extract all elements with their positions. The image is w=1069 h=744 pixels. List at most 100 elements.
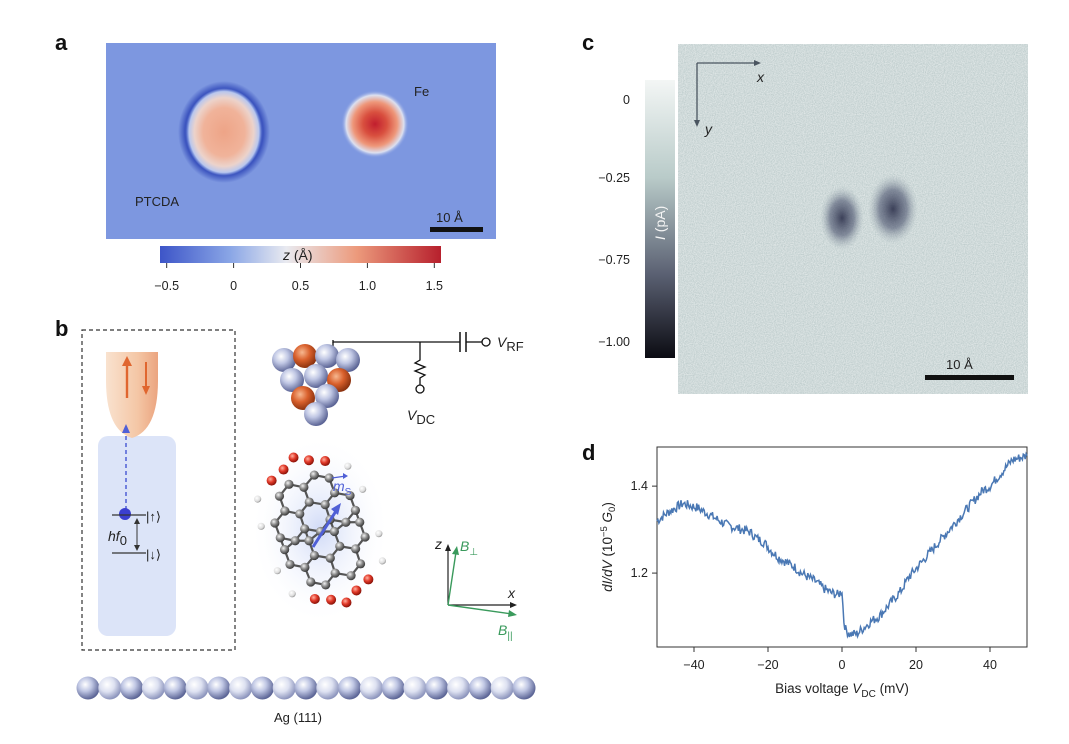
colorbar-a-ticks: −0.5 0 0.5 1.0 1.5 <box>154 263 443 293</box>
ag-substrate-atoms <box>76 676 536 700</box>
colorbar-a-tick-label: 1.5 <box>426 279 443 293</box>
inset-box <box>81 329 236 651</box>
ag-atom <box>185 676 209 700</box>
ag-atom <box>381 676 405 700</box>
colorbar-c-tick-label: −1.00 <box>598 335 630 349</box>
hydrogen-atom <box>254 495 262 503</box>
oxygen-atom <box>363 574 374 585</box>
carbon-atom <box>299 482 309 492</box>
x-tick-label: 40 <box>983 658 997 672</box>
signal-blob-right <box>868 174 918 244</box>
fe-atom-blob <box>341 90 409 158</box>
ag-atom <box>447 676 471 700</box>
oxygen-atom <box>266 475 277 486</box>
hf-gap-arrowhead-up <box>134 518 140 524</box>
carbon-atom <box>341 517 351 527</box>
colorbar-c-ticks: 0 −0.25 −0.75 −1.00 <box>598 93 630 349</box>
carbon-atom <box>295 509 305 519</box>
axis-z-label: z <box>434 536 442 552</box>
tip-spin-up-arrowhead <box>122 356 132 366</box>
spin-down-label: |↓⟩ <box>146 547 161 562</box>
map-axis-y-head <box>694 120 700 127</box>
map-axis-x-label: x <box>756 69 765 85</box>
carbon-atom <box>324 473 334 483</box>
panel-a: a Fe PTCDA 10 Å z (Å) −0.5 0 0.5 1.0 1.5 <box>55 30 496 293</box>
ms-vector <box>311 507 340 548</box>
carbon-atom <box>335 541 345 551</box>
carbon-atom <box>284 479 294 489</box>
ag-atom <box>512 676 536 700</box>
panel-label-a: a <box>55 30 68 55</box>
b-par-label: B|| <box>498 622 513 642</box>
field-axes <box>445 544 517 617</box>
scale-bar-c <box>925 375 1014 380</box>
ag-atom <box>468 676 492 700</box>
carbon-atom <box>321 580 331 590</box>
hydrogen-atom <box>378 557 386 565</box>
carbon-atom <box>285 559 295 570</box>
scale-bar-label-a: 10 Å <box>436 210 463 225</box>
electron <box>119 508 131 520</box>
oxygen-atom <box>351 585 362 596</box>
inductor <box>413 342 427 385</box>
colorbar-c-label: I (pA) <box>652 206 668 240</box>
oxygen-atom <box>309 593 320 604</box>
ag-atom <box>425 676 449 700</box>
carbon-atom <box>304 536 314 546</box>
colorbar-c-tick-label: 0 <box>623 93 630 107</box>
x-tick-label: −20 <box>757 658 778 672</box>
colorbar-a-tick-label: 0 <box>230 279 237 293</box>
carbon-atom <box>279 545 290 555</box>
ag-atom <box>250 676 274 700</box>
y-axis-label: dI/dV (10−5 G0) <box>599 502 618 592</box>
tip-cluster <box>272 344 360 426</box>
hydrogen-atom <box>359 485 367 493</box>
x-tick-label: −40 <box>683 658 704 672</box>
ag-atom <box>338 676 362 700</box>
colorbar-c-tick-label: −0.75 <box>598 253 630 267</box>
carbon-atom <box>306 577 316 587</box>
carbon-atom <box>355 559 366 569</box>
v-rf-label: VRF <box>497 334 524 354</box>
didv-chart: −40 −20 0 20 40 1.2 1.4 Bias voltage VDC (mV) dI… <box>599 446 1028 700</box>
panel-label-d: d <box>582 440 595 465</box>
map-axis-y-label: y <box>704 121 713 137</box>
current-map <box>678 44 1028 394</box>
hydrogen-atom <box>273 567 281 575</box>
axis-x-label: x <box>507 585 516 601</box>
carbon-atom <box>300 562 310 572</box>
panel-b: b |↑⟩ |↓⟩ hf0 VRF VDC <box>55 316 536 725</box>
map-axis-x-head <box>754 60 761 66</box>
carbon-atom <box>329 526 339 537</box>
oxygen-atom <box>288 452 299 463</box>
ag-atom <box>120 676 144 700</box>
x-tick-label: 0 <box>839 658 846 672</box>
tunneling-arrowhead <box>122 424 130 433</box>
carbon-atom <box>280 506 290 516</box>
scale-bar-a <box>430 227 483 232</box>
chart-frame <box>656 446 1028 648</box>
ag-atom <box>316 676 340 700</box>
carbon-atom <box>350 505 361 515</box>
panel-d: d −40 −20 0 20 40 1.2 1.4 Bias voltage VDC (mV)… <box>582 440 1028 700</box>
ag-atom <box>403 676 427 700</box>
hydrogen-atom <box>344 462 352 470</box>
ag-atom <box>294 676 318 700</box>
oxygen-atom <box>278 464 289 475</box>
ptcda-label: PTCDA <box>135 194 179 209</box>
carbon-atom <box>351 544 361 554</box>
v-dc-label: VDC <box>407 407 435 427</box>
carbon-atom <box>320 500 330 510</box>
carbon-atom <box>309 550 320 561</box>
colorbar-a <box>160 246 441 263</box>
scale-bar-label-c: 10 Å <box>946 357 973 372</box>
colorbar-a-label: z (Å) <box>282 247 313 263</box>
panel-label-c: c <box>582 30 594 55</box>
ms-overarrow-head <box>343 473 348 479</box>
ag-atom <box>272 676 296 700</box>
fe-label: Fe <box>414 84 429 99</box>
colorbar-a-tick-label: −0.5 <box>154 279 179 293</box>
colorbar-a-tick-label: 0.5 <box>292 279 309 293</box>
carbon-atom <box>360 532 370 542</box>
